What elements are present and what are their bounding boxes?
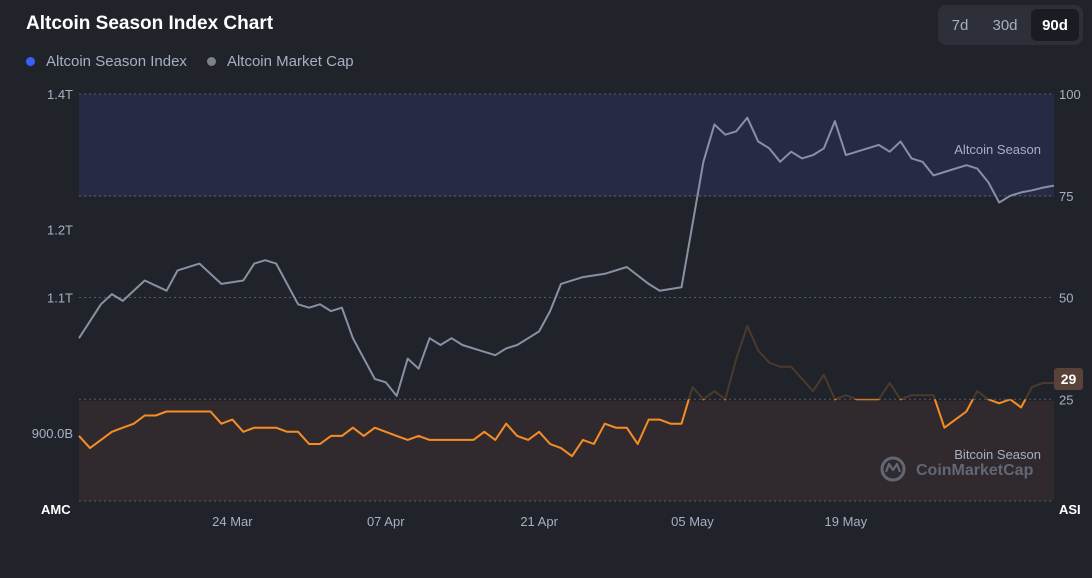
right-tick-label: 75: [1059, 189, 1073, 204]
bitcoin-season-label: Bitcoin Season: [954, 447, 1041, 462]
coinmarketcap-logo-icon: [880, 456, 906, 482]
chart-title: Altcoin Season Index Chart: [26, 13, 274, 34]
legend-dot-market-cap: [206, 57, 216, 66]
legend-dot-index: [26, 57, 35, 66]
left-axis-title: AMC: [41, 502, 71, 517]
watermark-text: CoinMarketCap: [916, 462, 1034, 479]
right-tick-label: 50: [1059, 291, 1073, 306]
time-range-selector: 7d 30d 90d: [938, 5, 1083, 45]
right-tick-label: 100: [1059, 87, 1081, 102]
legend-label-market-cap: Altcoin Market Cap: [226, 53, 354, 70]
left-tick-label: 1.2T: [47, 223, 73, 238]
series-line-altcoin-season-index[interactable]: [78, 326, 1054, 458]
left-tick-label: 1.1T: [47, 291, 73, 306]
legend-item-altcoin-market-cap[interactable]: Altcoin Market Cap: [206, 53, 354, 70]
x-tick-label: 21 Apr: [520, 514, 558, 529]
current-value-badge-text: 29: [1061, 371, 1077, 387]
right-axis-title: ASI: [1059, 502, 1081, 517]
chart-legend: Altcoin Season Index Altcoin Market Cap: [26, 53, 374, 70]
x-tick-label: 24 Mar: [212, 514, 253, 529]
current-value-badge: 29: [1054, 368, 1083, 390]
x-tick-label: 07 Apr: [367, 514, 405, 529]
left-tick-label: 900.0B: [32, 426, 73, 441]
range-7d-button[interactable]: 7d: [951, 16, 969, 34]
legend-label-index: Altcoin Season Index: [46, 53, 187, 70]
range-90d-button[interactable]: 90d: [1031, 9, 1079, 41]
legend-item-altcoin-season-index[interactable]: Altcoin Season Index: [26, 53, 187, 70]
altcoin-season-zone: [79, 94, 1054, 197]
x-tick-label: 19 May: [825, 514, 868, 529]
left-tick-label: 1.4T: [47, 87, 73, 102]
current-value-badge-bg: [1054, 368, 1083, 390]
altcoin-season-label: Altcoin Season: [954, 142, 1041, 157]
coinmarketcap-watermark: CoinMarketCap: [880, 456, 1034, 482]
right-tick-label: 25: [1059, 392, 1073, 407]
series-line-altcoin-market-cap[interactable]: [78, 116, 1055, 397]
x-tick-label: 05 May: [671, 514, 714, 529]
range-30d-button[interactable]: 30d: [992, 16, 1018, 34]
